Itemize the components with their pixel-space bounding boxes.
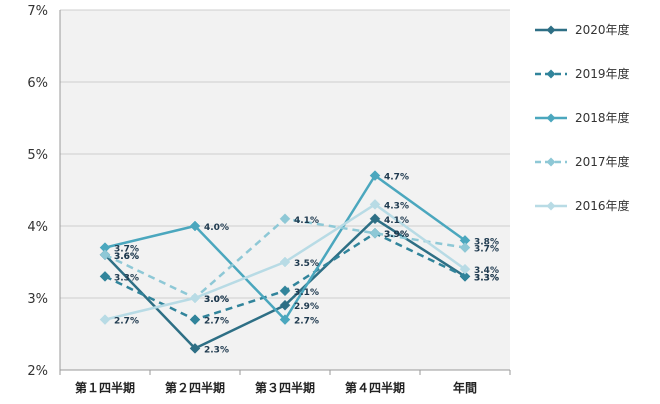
x-tick-label: 年間 <box>453 380 477 395</box>
data-point <box>279 285 291 297</box>
data-label: 2.7% <box>114 317 139 327</box>
data-point <box>369 227 381 239</box>
data-label: 3.4% <box>474 266 499 276</box>
legend-marker-swatch <box>546 25 556 35</box>
legend-label: 2017年度 <box>575 154 630 169</box>
data-point <box>459 271 471 282</box>
data-point <box>459 263 471 275</box>
data-point <box>279 213 291 225</box>
data-point <box>459 242 471 253</box>
legend-item: 2018年度 <box>535 110 630 125</box>
data-labels: 3.6%2.3%2.9%4.1%3.3%3.3%2.7%3.1%3.9%3.3%… <box>114 173 499 356</box>
legend-label: 2018年度 <box>575 110 630 125</box>
data-label: 2.7% <box>294 317 319 327</box>
x-tick-label: 第２四半期 <box>165 380 225 395</box>
legend-marker-swatch <box>546 113 556 123</box>
data-label: 3.3% <box>474 273 499 283</box>
data-label: 3.7% <box>114 245 139 255</box>
data-point <box>189 220 201 232</box>
data-point <box>189 314 201 325</box>
x-tick-label: 第４四半期 <box>345 380 405 395</box>
y-tick-label: 4% <box>27 220 48 235</box>
legend-label: 2019年度 <box>575 66 630 81</box>
legend-item: 2019年度 <box>535 66 630 81</box>
data-label: 3.1% <box>294 288 319 298</box>
x-tick-label: 第３四半期 <box>255 380 315 395</box>
data-label: 3.0% <box>204 295 229 305</box>
data-point <box>99 314 111 325</box>
axes: 2% 3% 4% 5% 6% 7% 第１四半期 第２四半期 第３四半期 第４四半期 年間 <box>27 4 511 395</box>
data-label: 3.6% <box>114 252 139 262</box>
legend-item: 2017年度 <box>535 154 630 169</box>
legend-marker-swatch <box>546 157 556 167</box>
data-label: 4.1% <box>294 216 319 226</box>
y-tick-label: 7% <box>27 4 48 19</box>
data-point <box>189 343 201 354</box>
y-tick-label: 5% <box>27 148 48 163</box>
data-label: 3.5% <box>294 259 319 269</box>
legend-marker-swatch <box>546 69 556 79</box>
data-label: 4.3% <box>384 201 409 211</box>
data-label: 4.7% <box>384 173 409 183</box>
data-label: 3.3% <box>474 273 499 283</box>
data-label: 3.6% <box>114 252 139 262</box>
data-label: 3.3% <box>114 273 139 283</box>
data-label: 3.0% <box>204 295 229 305</box>
data-point <box>189 292 201 304</box>
data-point <box>99 249 111 261</box>
legend-item: 2020年度 <box>535 22 630 37</box>
data-point <box>369 213 381 225</box>
data-label: 2.9% <box>294 302 319 312</box>
legend-marker-swatch <box>546 201 556 211</box>
legend-label: 2020年度 <box>575 22 630 37</box>
data-label: 2.7% <box>204 317 229 327</box>
data-label: 3.9% <box>384 230 409 240</box>
data-label: 4.0% <box>204 223 229 233</box>
data-point <box>279 314 291 325</box>
series-markers <box>99 170 471 354</box>
data-label: 3.7% <box>474 245 499 255</box>
legend-label: 2016年度 <box>575 198 630 213</box>
data-point <box>99 271 111 282</box>
data-point <box>369 199 381 210</box>
legend-item: 2016年度 <box>535 198 630 213</box>
data-label: 4.1% <box>384 216 409 226</box>
data-point <box>369 170 381 181</box>
data-label: 3.8% <box>474 237 499 247</box>
data-point <box>279 256 291 268</box>
data-label: 3.9% <box>384 230 409 240</box>
legend: 2020年度 2019年度 2018年度 2017年度 2016年度 <box>535 22 630 213</box>
y-tick-label: 3% <box>27 292 48 307</box>
y-tick-label: 6% <box>27 76 48 91</box>
x-tick-label: 第１四半期 <box>75 380 135 395</box>
data-label: 2.3% <box>204 345 229 355</box>
y-tick-label: 2% <box>27 364 48 379</box>
data-point <box>279 299 291 311</box>
